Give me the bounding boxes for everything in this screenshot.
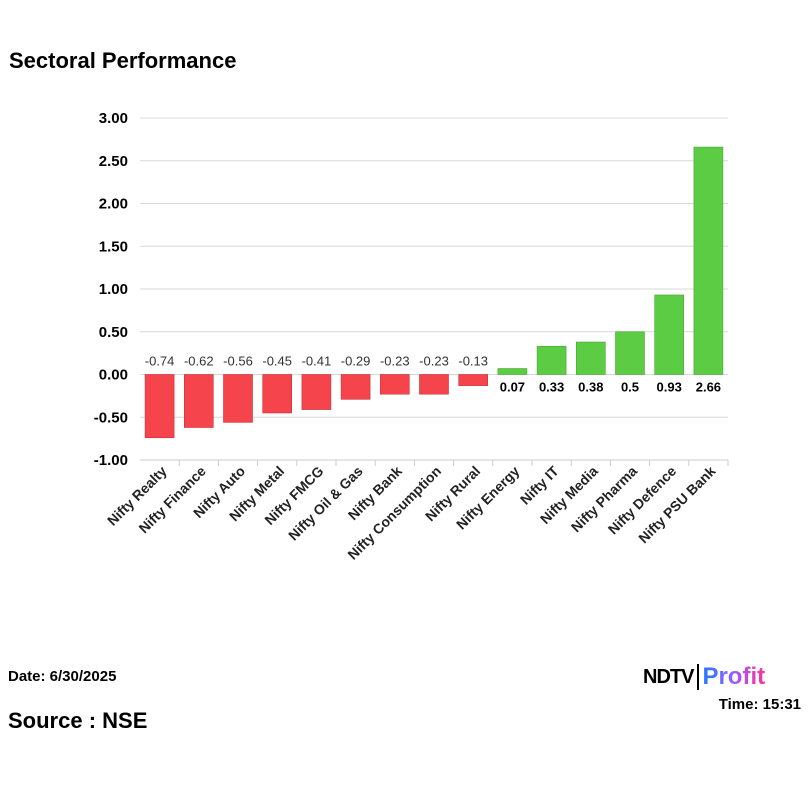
y-tick-label: 2.00 — [99, 196, 128, 213]
chart-title: Sectoral Performance — [9, 48, 237, 73]
data-label: 0.33 — [539, 380, 564, 395]
data-label: -0.74 — [145, 354, 175, 369]
bar — [693, 146, 724, 375]
data-label: -0.56 — [223, 354, 253, 369]
y-tick-label: -1.00 — [94, 452, 128, 469]
data-label: -0.29 — [341, 354, 371, 369]
data-label: -0.41 — [302, 354, 332, 369]
ndtv-profit-logo: NDTV Profit — [643, 663, 765, 691]
bar — [379, 374, 410, 395]
bar — [615, 331, 645, 375]
bar — [419, 374, 449, 395]
bar — [575, 341, 606, 375]
data-label: 0.93 — [657, 380, 682, 395]
data-label: -0.13 — [458, 354, 488, 369]
bar — [654, 294, 685, 375]
data-label: -0.23 — [419, 354, 449, 369]
logo-ndtv: NDTV — [643, 665, 694, 689]
data-label: -0.23 — [380, 354, 410, 369]
data-label: 0.38 — [578, 380, 603, 395]
bar — [301, 374, 332, 410]
logo-divider — [697, 664, 700, 690]
y-tick-label: 0.00 — [99, 367, 128, 384]
bar — [144, 374, 175, 439]
bar-chart: 3.00 2.50 2.00 1.50 1.00 0.50 0.00 -0.50 -1.00 -0… — [94, 110, 729, 563]
data-label: 0.07 — [500, 380, 525, 395]
bar — [184, 374, 214, 428]
bar — [536, 345, 567, 375]
y-tick-label: 2.50 — [99, 153, 128, 170]
y-tick-label: 1.00 — [99, 281, 128, 298]
data-label: -0.62 — [184, 354, 214, 369]
x-tick-label: Nifty Defence — [605, 463, 680, 538]
time-label: Time: 15:31 — [718, 696, 801, 713]
y-tick-label: -0.50 — [94, 409, 128, 426]
data-label: 2.66 — [696, 380, 721, 395]
date-label: Date: 6/30/2025 — [8, 668, 117, 685]
y-tick-label: 1.50 — [99, 238, 128, 255]
bar — [223, 374, 253, 423]
bar — [458, 374, 489, 386]
y-tick-label: 3.00 — [99, 110, 128, 127]
bar — [262, 374, 293, 414]
bar — [497, 368, 528, 375]
data-label: -0.45 — [262, 354, 292, 369]
logo-profit: Profit — [702, 663, 766, 690]
source-label: Source : NSE — [8, 708, 148, 733]
bar — [340, 374, 371, 400]
data-label: 0.5 — [621, 380, 639, 395]
y-tick-label: 0.50 — [99, 324, 128, 341]
